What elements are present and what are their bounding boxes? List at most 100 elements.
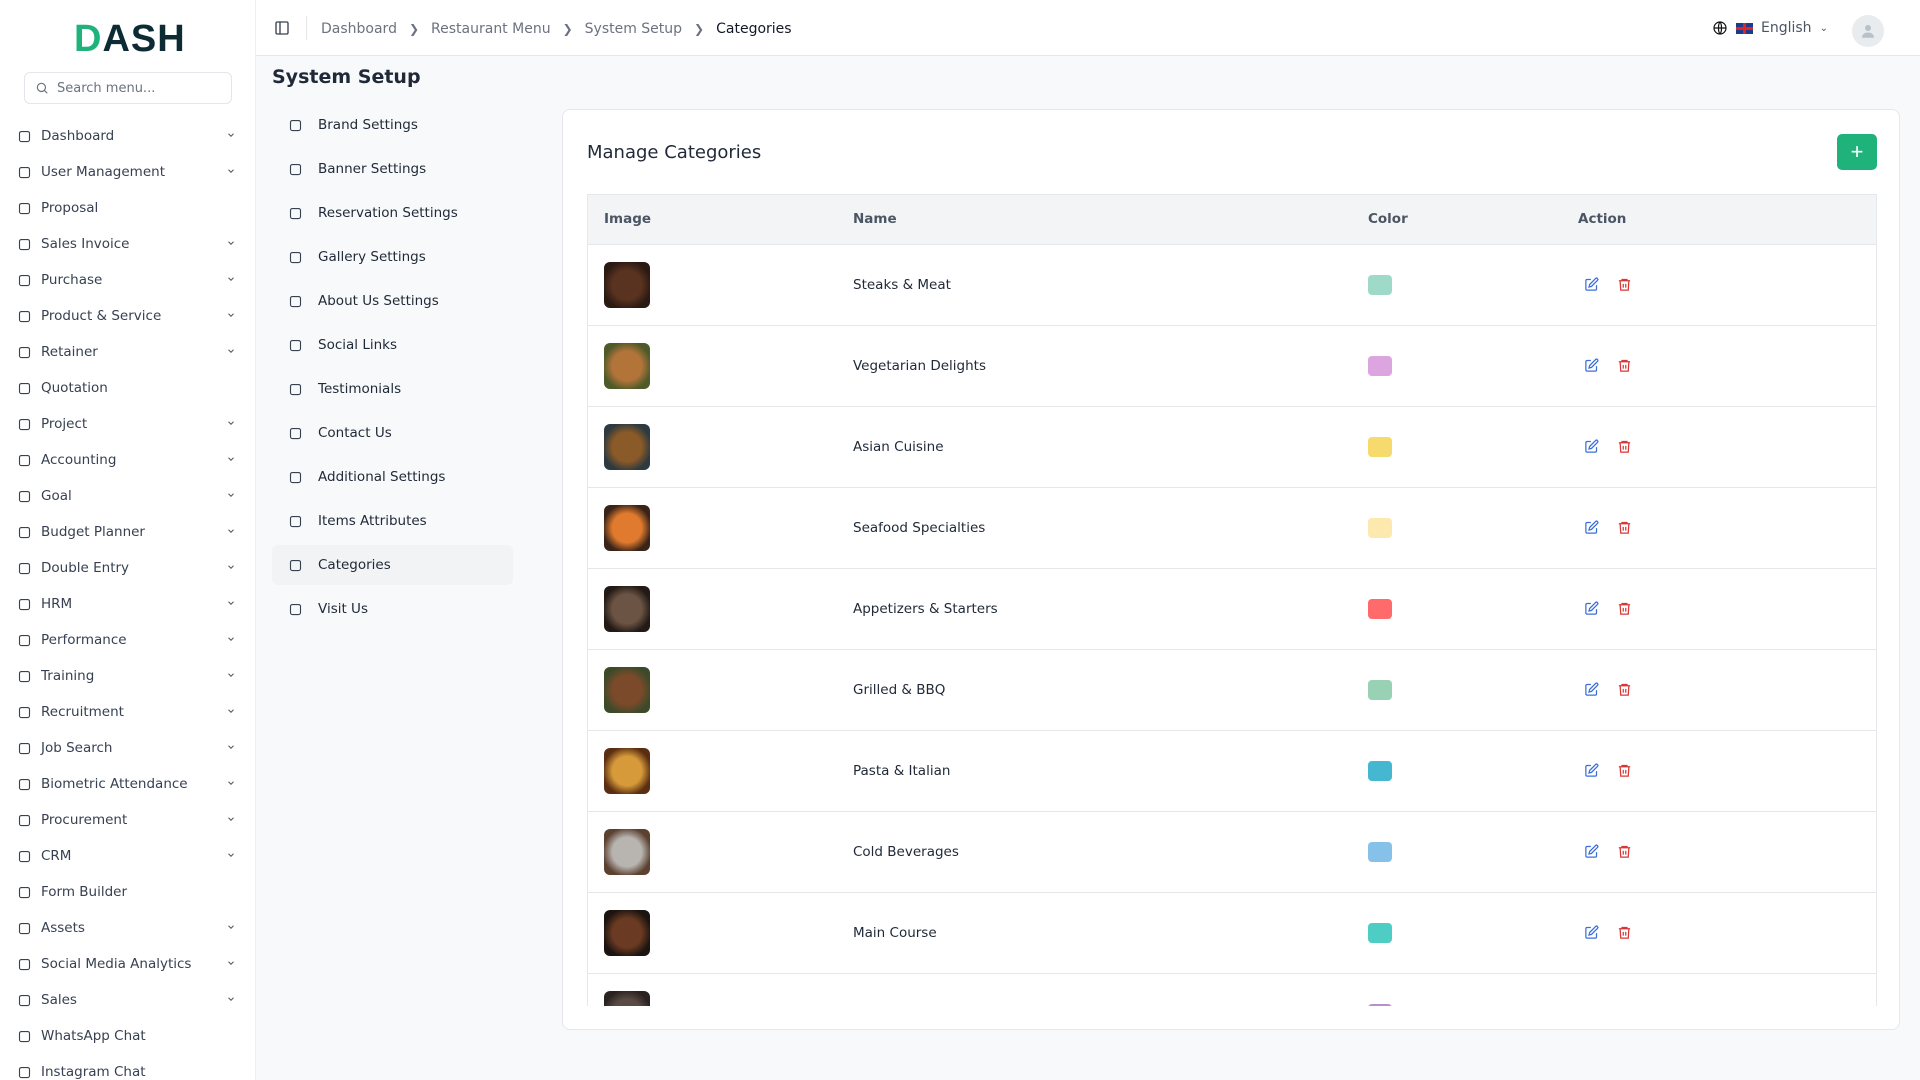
sidebar-item-recruitment[interactable]: Recruitment	[0, 694, 255, 730]
settings-item-contact-us[interactable]: Contact Us	[272, 413, 513, 453]
add-category-button[interactable]: +	[1837, 134, 1877, 170]
page-title: System Setup	[272, 66, 421, 88]
edit-icon[interactable]	[1584, 601, 1599, 616]
sidebar-item-accounting[interactable]: Accounting	[0, 442, 255, 478]
category-image	[604, 261, 650, 308]
language-selector[interactable]: English ⌄	[1712, 20, 1828, 36]
sidebar-item-job-search[interactable]: Job Search	[0, 730, 255, 766]
logo[interactable]: DASH	[74, 18, 186, 60]
sidebar-item-assets[interactable]: Assets	[0, 910, 255, 946]
trash-icon[interactable]	[1617, 844, 1632, 859]
sidebar-item-sales-invoice[interactable]: Sales Invoice	[0, 226, 255, 262]
sidebar-item-proposal[interactable]: Proposal	[0, 190, 255, 226]
sidebar-item-user-management[interactable]: User Management	[0, 154, 255, 190]
sidebar-item-training[interactable]: Training	[0, 658, 255, 694]
edit-icon[interactable]	[1584, 763, 1599, 778]
message-icon	[288, 382, 304, 397]
edit-icon[interactable]	[1584, 925, 1599, 940]
color-cell	[1368, 892, 1578, 974]
trash-icon[interactable]	[1617, 358, 1632, 373]
sidebar-item-form-builder[interactable]: Form Builder	[0, 874, 255, 910]
folder-icon	[16, 416, 32, 432]
book-icon	[16, 560, 32, 576]
trash-icon[interactable]	[1617, 520, 1632, 535]
trash-icon[interactable]	[1617, 277, 1632, 292]
edit-icon[interactable]	[1584, 358, 1599, 373]
breadcrumb-dashboard[interactable]: Dashboard	[321, 21, 397, 37]
sidebar-item-quotation[interactable]: Quotation	[0, 370, 255, 406]
column-header-color: Color	[1368, 195, 1578, 245]
sidebar-item-label: Budget Planner	[41, 524, 145, 540]
settings-item-banner-settings[interactable]: Banner Settings	[272, 149, 513, 189]
chevron-right-icon: ❯	[408, 22, 420, 36]
category-name: Asian Cuisine	[853, 406, 1368, 488]
category-image	[604, 666, 650, 713]
sidebar-item-social-media-analytics[interactable]: Social Media Analytics	[0, 946, 255, 982]
sidebar-item-crm[interactable]: CRM	[0, 838, 255, 874]
chevron-down-icon	[226, 958, 255, 971]
sidebar-item-whatsapp-chat[interactable]: WhatsApp Chat	[0, 1018, 255, 1054]
message-icon	[16, 1028, 32, 1044]
settings-item-label: Contact Us	[318, 425, 392, 441]
settings-item-additional-settings[interactable]: Additional Settings	[272, 457, 513, 497]
sidebar-item-biometric-attendance[interactable]: Biometric Attendance	[0, 766, 255, 802]
settings-item-visit-us[interactable]: Visit Us	[272, 589, 513, 629]
form-icon	[16, 884, 32, 900]
edit-icon[interactable]	[1584, 844, 1599, 859]
calendar-icon	[288, 206, 304, 221]
sidebar-item-hrm[interactable]: HRM	[0, 586, 255, 622]
trash-icon[interactable]	[1617, 682, 1632, 697]
settings-item-items-attributes[interactable]: Items Attributes	[272, 501, 513, 541]
column-header-name: Name	[853, 195, 1368, 245]
sidebar-item-label: Form Builder	[41, 884, 128, 900]
edit-icon[interactable]	[1584, 277, 1599, 292]
settings-item-label: Gallery Settings	[318, 249, 426, 265]
edit-icon[interactable]	[1584, 439, 1599, 454]
sidebar-item-label: Project	[41, 416, 88, 432]
categories-table-container[interactable]: Image Name Color Action Steaks & Meat Veg…	[587, 194, 1877, 1006]
category-name: Steaks & Meat	[853, 244, 1368, 326]
edit-icon[interactable]	[1584, 682, 1599, 697]
sidebar-item-budget-planner[interactable]: Budget Planner	[0, 514, 255, 550]
breadcrumb-system-setup[interactable]: System Setup	[584, 21, 683, 37]
settings-item-gallery-settings[interactable]: Gallery Settings	[272, 237, 513, 277]
sidebar-item-project[interactable]: Project	[0, 406, 255, 442]
sidebar-item-goal[interactable]: Goal	[0, 478, 255, 514]
edit-icon[interactable]	[1584, 520, 1599, 535]
category-image	[604, 990, 650, 1006]
breadcrumb-restaurant-menu[interactable]: Restaurant Menu	[431, 21, 551, 37]
settings-item-reservation-settings[interactable]: Reservation Settings	[272, 193, 513, 233]
chevron-down-icon	[226, 670, 255, 683]
handshake-icon	[16, 992, 32, 1008]
settings-item-social-links[interactable]: Social Links	[272, 325, 513, 365]
settings-item-brand-settings[interactable]: Brand Settings	[272, 105, 513, 145]
table-row: Asian Cuisine	[588, 406, 1876, 488]
users-icon	[16, 164, 32, 180]
sidebar-nav: Dashboard User Management Proposal Sales In…	[0, 118, 255, 1080]
sidebar-toggle-icon[interactable]	[274, 20, 290, 40]
settings-item-testimonials[interactable]: Testimonials	[272, 369, 513, 409]
sidebar-item-procurement[interactable]: Procurement	[0, 802, 255, 838]
category-name: Cold Beverages	[853, 811, 1368, 893]
sidebar-item-sales[interactable]: Sales	[0, 982, 255, 1018]
settings-item-categories[interactable]: Categories	[272, 545, 513, 585]
save-icon	[16, 344, 32, 360]
sidebar-item-label: HRM	[41, 596, 73, 612]
trash-icon[interactable]	[1617, 601, 1632, 616]
action-cell	[1578, 487, 1876, 569]
sidebar-item-product-service[interactable]: Product & Service	[0, 298, 255, 334]
sidebar-item-dashboard[interactable]: Dashboard	[0, 118, 255, 154]
sidebar-item-purchase[interactable]: Purchase	[0, 262, 255, 298]
search-menu-input[interactable]: Search menu...	[24, 72, 232, 104]
trash-icon[interactable]	[1617, 925, 1632, 940]
trash-icon[interactable]	[1617, 763, 1632, 778]
sidebar-item-instagram-chat[interactable]: Instagram Chat	[0, 1054, 255, 1080]
sidebar-item-performance[interactable]: Performance	[0, 622, 255, 658]
sidebar-item-retainer[interactable]: Retainer	[0, 334, 255, 370]
trash-icon[interactable]	[1617, 439, 1632, 454]
sidebar-item-double-entry[interactable]: Double Entry	[0, 550, 255, 586]
fingerprint-icon	[16, 776, 32, 792]
file-check-icon	[16, 380, 32, 396]
user-avatar[interactable]	[1852, 15, 1884, 47]
settings-item-about-us-settings[interactable]: About Us Settings	[272, 281, 513, 321]
